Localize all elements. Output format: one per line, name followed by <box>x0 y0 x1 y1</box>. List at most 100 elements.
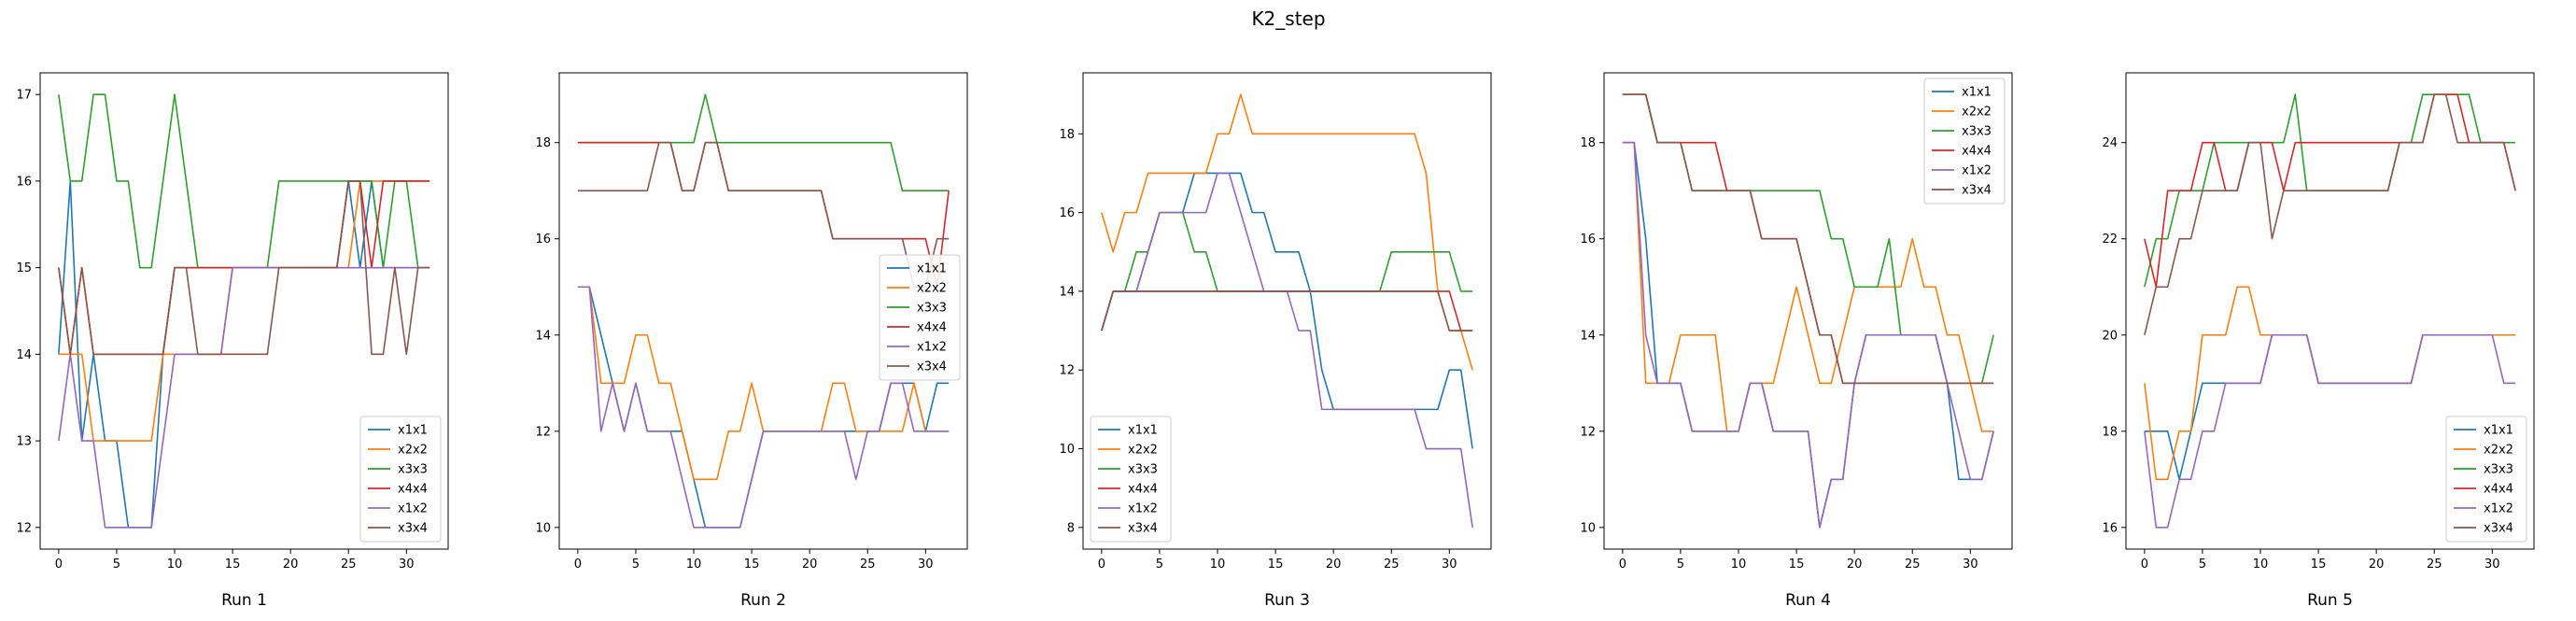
x-tick-label: 20 <box>1326 557 1342 572</box>
legend-label: x3x4 <box>1962 184 1992 198</box>
x-tick-label: 0 <box>1098 557 1105 572</box>
y-tick-label: 18 <box>1580 136 1596 150</box>
legend-label: x4x4 <box>2484 483 2513 497</box>
x-tick-label: 5 <box>632 557 640 572</box>
x-tick-label: 20 <box>1847 557 1863 572</box>
legend: x1x1 x2x2 x3x3 x4x4 x1x2 x3x4 <box>1923 78 2006 205</box>
legend-label: x2x2 <box>1128 444 1158 458</box>
legend-label: x2x2 <box>917 282 947 296</box>
x-tick-label: 5 <box>2199 557 2206 572</box>
figure-title: K2_step <box>1251 7 1325 30</box>
x-tick-label: 15 <box>225 557 241 572</box>
y-tick-label: 16 <box>535 233 551 247</box>
y-tick-label: 12 <box>1059 364 1075 378</box>
y-tick-label: 13 <box>16 435 32 449</box>
legend-label: x3x4 <box>1128 522 1158 536</box>
series-line-x3x4 <box>577 141 950 289</box>
legend-box <box>1923 78 2006 205</box>
y-tick-label: 14 <box>1580 329 1596 343</box>
x-tick-label: 5 <box>1156 557 1163 572</box>
legend-label: x4x4 <box>917 321 947 335</box>
legend-label: x3x3 <box>917 302 947 316</box>
legend-box <box>359 416 442 543</box>
series-line-x4x4 <box>2144 93 2516 289</box>
legend-label: x3x3 <box>1128 463 1158 477</box>
legend: x1x1 x2x2 x3x3 x4x4 x1x2 x3x4 <box>359 416 442 543</box>
legend: x1x1 x2x2 x3x3 x4x4 x1x2 x3x4 <box>2445 416 2527 543</box>
legend-box <box>879 254 961 381</box>
legend-label: x1x1 <box>1962 86 1992 100</box>
legend-box <box>1090 416 1172 543</box>
legend-label: x1x1 <box>2484 424 2513 438</box>
subplot-3: 0 5 10 15 20 25 30 8 10 12 14 16 18 Run 3 x1x1 x2x2 x3x3… <box>1059 72 1492 610</box>
x-tick-label: 20 <box>802 557 818 572</box>
y-tick-label: 12 <box>535 425 551 439</box>
series-line-x1x2 <box>58 266 430 529</box>
y-tick-label: 18 <box>2102 425 2118 439</box>
x-tick-label: 0 <box>2141 557 2148 572</box>
y-tick-label: 10 <box>535 521 551 535</box>
legend-label: x3x4 <box>917 360 947 374</box>
x-tick-label: 20 <box>2369 557 2385 572</box>
legend-label: x2x2 <box>2484 444 2513 458</box>
y-tick-label: 16 <box>16 175 32 189</box>
legend-label: x1x1 <box>917 262 947 276</box>
y-tick-label: 17 <box>16 89 32 103</box>
x-tick-label: 5 <box>1677 557 1684 572</box>
x-tick-label: 5 <box>113 557 120 572</box>
x-axis-label: Run 3 <box>1264 591 1310 610</box>
x-tick-label: 15 <box>1789 557 1805 572</box>
x-axis-label: Run 2 <box>740 591 786 610</box>
series-line-x3x4 <box>1622 93 1994 385</box>
x-tick-label: 20 <box>283 557 299 572</box>
x-tick-label: 10 <box>2253 557 2269 572</box>
y-tick-label: 10 <box>1580 521 1596 535</box>
legend-label: x1x2 <box>1128 502 1158 516</box>
x-tick-label: 15 <box>2311 557 2327 572</box>
y-tick-label: 18 <box>535 136 551 150</box>
x-tick-label: 15 <box>744 557 760 572</box>
x-tick-label: 30 <box>1442 557 1457 572</box>
y-tick-label: 10 <box>1059 443 1075 457</box>
legend-label: x3x3 <box>1962 125 1992 139</box>
x-tick-label: 25 <box>1905 557 1921 572</box>
series-line-x2x2 <box>1622 141 1994 432</box>
legend-label: x1x2 <box>2484 502 2513 516</box>
x-tick-label: 30 <box>918 557 934 572</box>
x-tick-label: 0 <box>55 557 63 572</box>
legend-label: x1x2 <box>917 341 947 355</box>
x-axis-label: Run 5 <box>2307 591 2353 610</box>
legend-label: x2x2 <box>1962 106 1992 120</box>
legend-label: x4x4 <box>1128 483 1158 497</box>
series-line-x3x4 <box>2144 93 2516 335</box>
legend-label: x3x4 <box>398 522 428 536</box>
x-tick-label: 25 <box>860 557 876 572</box>
subplots: 0 5 10 15 20 25 30 12 13 14 15 16 17 Run 1 x1x1 x2x2 x3x… <box>16 72 2535 610</box>
legend: x1x1 x2x2 x3x3 x4x4 x1x2 x3x4 <box>879 254 961 381</box>
y-tick-label: 16 <box>2102 521 2118 535</box>
y-tick-label: 12 <box>16 521 32 535</box>
legend: x1x1 x2x2 x3x3 x4x4 x1x2 x3x4 <box>1090 416 1172 543</box>
y-tick-label: 14 <box>16 348 32 362</box>
x-axis-label: Run 4 <box>1785 591 1831 610</box>
y-tick-label: 15 <box>16 261 32 275</box>
x-tick-label: 25 <box>341 557 357 572</box>
series-line-x1x2 <box>2144 333 2516 529</box>
legend-label: x1x2 <box>1962 164 1992 178</box>
x-axis-label: Run 1 <box>221 591 267 610</box>
x-tick-label: 10 <box>1210 557 1226 572</box>
y-tick-label: 16 <box>1059 206 1075 220</box>
y-tick-label: 20 <box>2102 329 2118 343</box>
subplot-1: 0 5 10 15 20 25 30 12 13 14 15 16 17 Run 1 x1x1 x2x2 x3x… <box>16 72 449 610</box>
y-tick-label: 18 <box>1059 128 1075 142</box>
series-line-x3x4 <box>58 180 430 356</box>
x-tick-label: 30 <box>1963 557 1978 572</box>
legend-label: x3x4 <box>2484 522 2513 536</box>
x-tick-label: 0 <box>574 557 582 572</box>
x-tick-label: 15 <box>1268 557 1284 572</box>
legend-label: x2x2 <box>398 444 428 458</box>
x-tick-label: 10 <box>167 557 183 572</box>
